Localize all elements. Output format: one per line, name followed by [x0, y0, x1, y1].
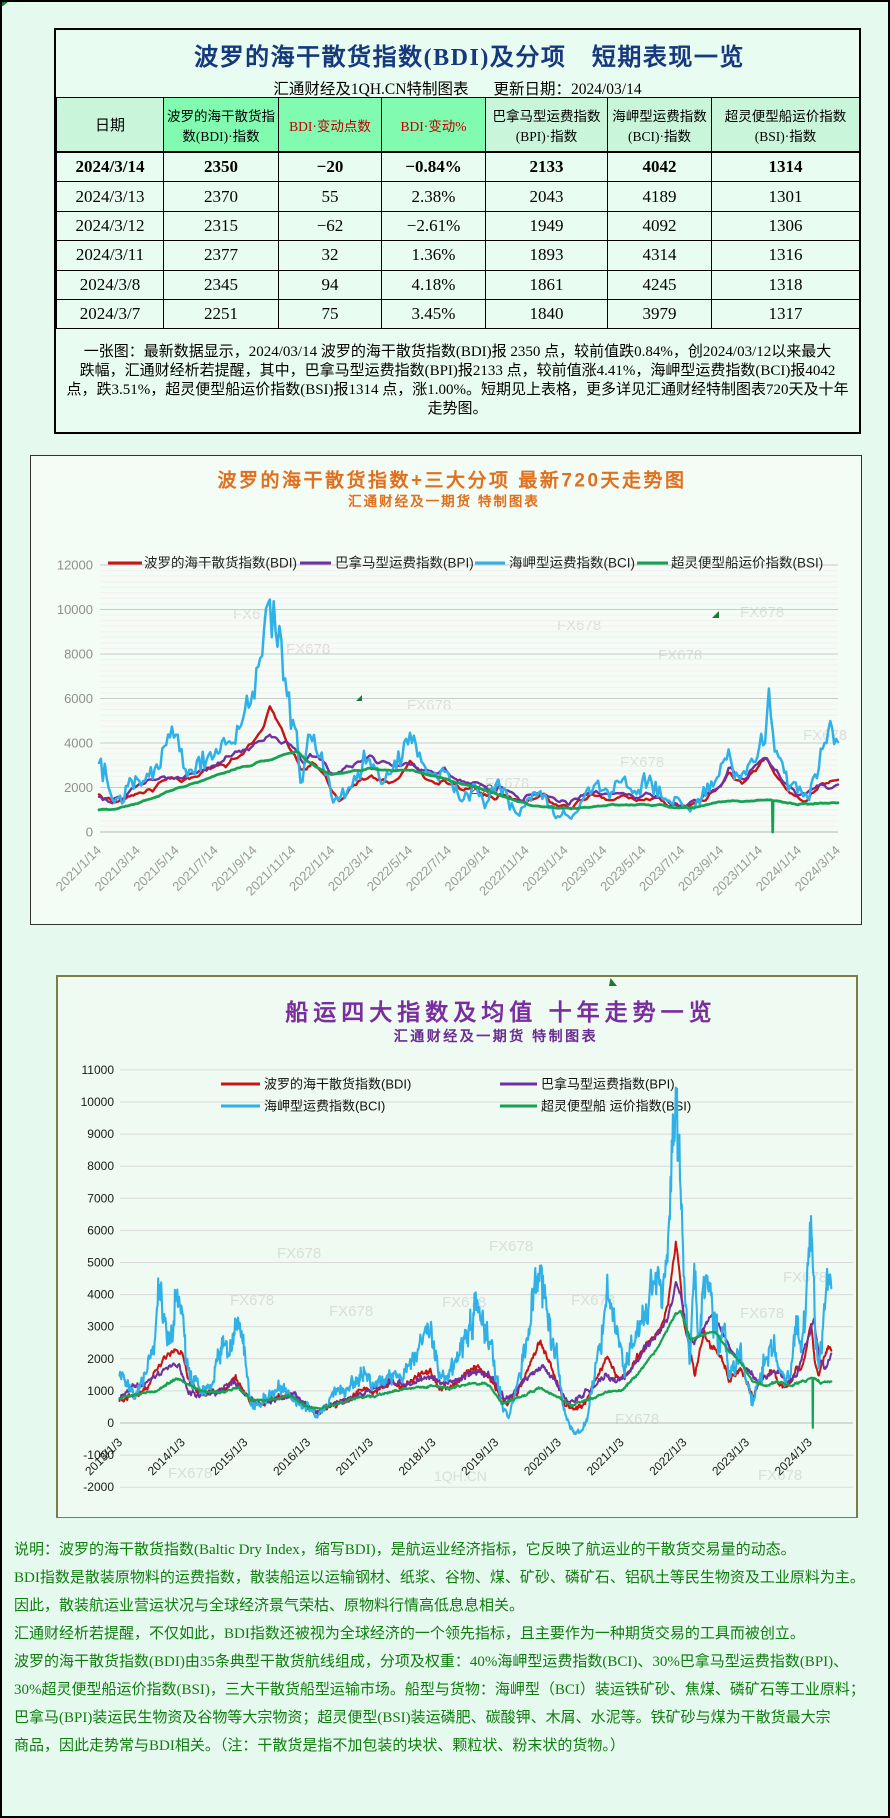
svg-text:FX678: FX678: [803, 727, 847, 744]
svg-text:FX678: FX678: [407, 697, 451, 714]
svg-text:船运四大指数及均值 十年走势一览: 船运四大指数及均值 十年走势一览: [285, 999, 716, 1025]
svg-text:5000: 5000: [87, 1256, 114, 1270]
svg-text:FX678: FX678: [329, 1303, 373, 1320]
svg-text:超灵便型船 运价指数(BSI): 超灵便型船 运价指数(BSI): [541, 1099, 691, 1114]
svg-text:汇通财经及一期货 特制图表: 汇通财经及一期货 特制图表: [348, 493, 540, 509]
svg-text:8000: 8000: [64, 647, 93, 662]
svg-text:波罗的海干散货指数(BDI): 波罗的海干散货指数(BDI): [144, 555, 297, 571]
svg-text:海岬型运费指数(BCI): 海岬型运费指数(BCI): [509, 556, 635, 571]
svg-text:FX678: FX678: [758, 1467, 802, 1484]
svg-text:FX678: FX678: [740, 1305, 784, 1322]
svg-text:FX678: FX678: [620, 754, 664, 771]
svg-text:2000: 2000: [64, 780, 93, 795]
svg-text:海岬型运费指数(BCI): 海岬型运费指数(BCI): [264, 1099, 385, 1114]
svg-text:2000: 2000: [87, 1352, 114, 1366]
svg-text:4000: 4000: [64, 736, 93, 751]
svg-text:4000: 4000: [87, 1288, 114, 1302]
svg-text:9000: 9000: [87, 1127, 114, 1141]
svg-text:-1000: -1000: [83, 1448, 114, 1462]
svg-text:汇通财经及一期货 特制图表: 汇通财经及一期货 特制图表: [394, 1028, 598, 1044]
svg-text:6000: 6000: [64, 691, 93, 706]
svg-text:10000: 10000: [57, 602, 93, 617]
svg-text:12000: 12000: [57, 558, 93, 573]
svg-text:FX678: FX678: [277, 1245, 321, 1262]
svg-text:0: 0: [86, 825, 93, 840]
svg-text:FX678: FX678: [658, 647, 702, 664]
svg-text:FX678: FX678: [557, 617, 601, 634]
svg-text:FX678: FX678: [168, 1465, 212, 1482]
svg-text:巴拿马型运费指数(BPI): 巴拿马型运费指数(BPI): [541, 1077, 675, 1092]
svg-text:波罗的海干散货指数+三大分项 最新720天走势图: 波罗的海干散货指数+三大分项 最新720天走势图: [217, 469, 686, 492]
svg-text:超灵便型船运价指数(BSI): 超灵便型船运价指数(BSI): [671, 556, 823, 571]
svg-text:FX678: FX678: [740, 604, 784, 621]
svg-text:FX678: FX678: [489, 1238, 533, 1255]
svg-text:10000: 10000: [81, 1095, 115, 1109]
svg-text:FX678: FX678: [230, 1292, 274, 1309]
svg-text:FX678: FX678: [615, 1411, 659, 1428]
svg-text:11000: 11000: [82, 1063, 115, 1077]
svg-text:FX678: FX678: [783, 1269, 827, 1286]
svg-text:巴拿马型运费指数(BPI): 巴拿马型运费指数(BPI): [335, 555, 474, 571]
svg-text:0: 0: [107, 1416, 114, 1430]
svg-text:-2000: -2000: [83, 1480, 114, 1494]
svg-text:6000: 6000: [87, 1223, 114, 1237]
svg-text:波罗的海干散货指数(BDI): 波罗的海干散货指数(BDI): [264, 1077, 411, 1092]
svg-text:7000: 7000: [87, 1191, 114, 1205]
svg-text:1000: 1000: [87, 1384, 114, 1398]
svg-text:FX678: FX678: [286, 641, 330, 658]
svg-text:8000: 8000: [87, 1159, 114, 1173]
svg-text:1QH.CN: 1QH.CN: [434, 1468, 487, 1484]
svg-text:FX678: FX678: [571, 1292, 615, 1309]
svg-text:3000: 3000: [87, 1320, 114, 1334]
